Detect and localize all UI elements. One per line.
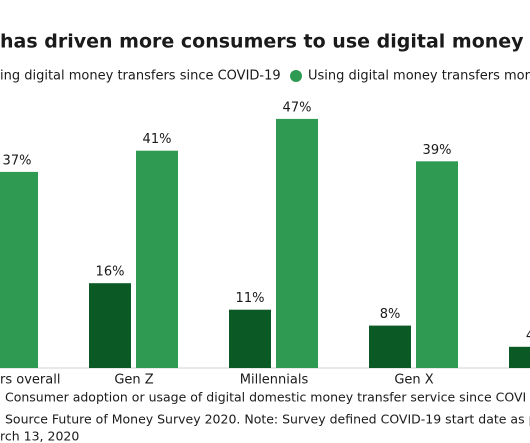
legend-label: Using digital money transfers more: [308, 69, 530, 84]
x-tick-label: Millennials: [240, 373, 309, 388]
note: Source Future of Money Survey 2020. Note…: [5, 412, 530, 427]
value-label: 11%: [236, 291, 265, 306]
bar: [509, 346, 530, 368]
legend-label: ing digital money transfers since COVID-…: [0, 69, 281, 84]
bar: [369, 325, 411, 368]
value-label: 41%: [143, 132, 172, 147]
chart-title: has driven more consumers to use digital…: [0, 31, 530, 53]
value-label: 37%: [3, 153, 32, 168]
bar: [136, 150, 178, 368]
x-tick-label: rs overall: [0, 373, 60, 388]
x-tick-label: Gen X: [394, 373, 433, 388]
note: rch 13, 2020: [0, 429, 79, 443]
bar: [89, 283, 131, 368]
note: Consumer adoption or usage of digital do…: [5, 390, 526, 405]
bar: [416, 161, 458, 368]
value-label: 16%: [96, 265, 125, 280]
value-label: 39%: [423, 143, 452, 158]
legend-swatch: [290, 70, 302, 82]
bar: [229, 309, 271, 368]
x-tick-label: Gen Z: [114, 373, 153, 388]
bar: [276, 118, 318, 369]
value-label: 8%: [380, 307, 401, 322]
value-label: 4: [526, 328, 530, 343]
value-label: 47%: [283, 100, 312, 115]
bar: [0, 171, 38, 368]
